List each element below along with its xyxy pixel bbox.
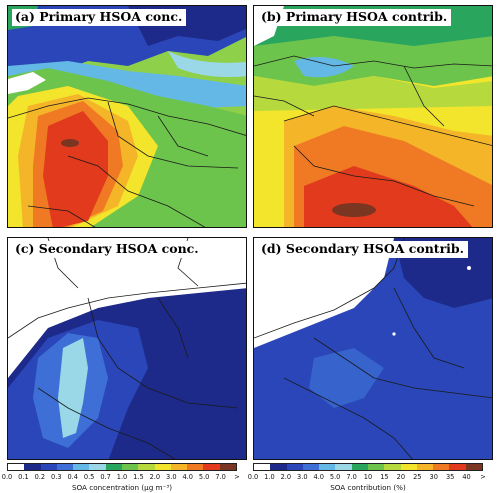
colorbar-contribution-swatch: [416, 464, 434, 470]
colorbar-concentration-tick-label: 0.7: [100, 473, 111, 481]
colorbar-contribution-swatch: [465, 464, 482, 470]
colorbar-contribution-tick-label: 35: [445, 473, 455, 481]
colorbar-concentration-tick-label: 0.5: [83, 473, 95, 481]
colorbar-concentration-swatch: [121, 464, 139, 470]
colorbar-contribution-swatch: [367, 464, 385, 470]
colorbar-concentration-strip: [7, 463, 237, 471]
colorbar-contribution-tick-label: 0.0: [247, 473, 259, 481]
colorbar-concentration-tick-label: 5.0: [198, 473, 210, 481]
map-a: [8, 6, 246, 227]
colorbar-contribution-strip: [253, 463, 483, 471]
colorbar-contribution-swatch: [254, 464, 271, 470]
colorbar-concentration-swatch: [219, 464, 236, 470]
panel-c: (c) Secondary HSOA conc.: [7, 237, 247, 460]
colorbar-concentration-swatch: [8, 464, 25, 470]
colorbar-concentration-label: SOA concentration (μg m⁻³): [71, 483, 173, 492]
panel-d-title: (d) Secondary HSOA contrib.: [258, 241, 468, 258]
colorbar-contribution-swatch: [400, 464, 417, 470]
panel-a-title: (a) Primary HSOA conc.: [12, 9, 187, 26]
colorbar-contribution-swatch: [286, 464, 303, 470]
colorbar-contribution-tick-label: 40: [462, 473, 471, 481]
colorbar-contribution-swatch: [433, 464, 450, 470]
colorbar-concentration-swatch: [138, 464, 155, 470]
colorbar-concentration: 0.0 0.1 0.2 0.3 0.4 0.5 0.7 1.0 1.5 2.0 3.0 4.0 5.0 7…: [2, 463, 247, 493]
colorbar-contribution-swatch: [449, 464, 466, 470]
colorbar-contribution-tick-label: 7.0: [346, 473, 357, 481]
colorbar-contribution-tick-label: 1.0: [264, 473, 275, 481]
colorbar-contribution: 0.0 1.0 2.0 3.0 4.0 5.0 7.0 10 15 20 25 30 35 40 > SOA…: [248, 463, 493, 493]
colorbar-contribution-swatch: [302, 464, 320, 470]
colorbar-concentration-swatch: [40, 464, 57, 470]
colorbar-concentration-swatch: [170, 464, 188, 470]
colorbar-concentration-swatch: [56, 464, 74, 470]
colorbar-concentration-tick-label: 1.0: [116, 473, 128, 481]
colorbar-concentration-swatch: [24, 464, 41, 470]
panel-a: (a) Primary HSOA conc.: [7, 5, 247, 228]
map-b: [254, 6, 492, 227]
colorbar-concentration-tick-label: 0.4: [67, 473, 78, 481]
colorbar-concentration-swatch: [203, 464, 220, 470]
colorbar-contribution-tick-label: >: [480, 473, 486, 481]
colorbar-contribution-swatch: [270, 464, 287, 470]
colorbar-contribution-tick-label: 25: [413, 473, 422, 481]
colorbar-concentration-swatch: [105, 464, 122, 470]
colorbar-concentration-tick-label: 1.5: [133, 473, 144, 481]
colorbar-contribution-label: SOA contribution (%): [330, 483, 406, 492]
colorbar-contribution-tick-label: 5.0: [329, 473, 341, 481]
panel-b: (b) Primary HSOA contrib.: [253, 5, 493, 228]
colorbar-contribution-swatch: [319, 464, 336, 470]
colorbar-concentration-swatch: [187, 464, 204, 470]
colorbar-contribution-swatch: [335, 464, 352, 470]
colorbar-concentration-tick-label: 0.0: [1, 473, 13, 481]
colorbar-contribution-tick-label: 2.0: [280, 473, 292, 481]
map-c: [8, 238, 246, 459]
colorbar-contribution-tick-label: 10: [363, 473, 373, 481]
colorbar-contribution-tick-label: 3.0: [297, 473, 308, 481]
colorbar-concentration-tick-label: 2.0: [149, 473, 161, 481]
colorbar-concentration-tick-label: 0.3: [51, 473, 62, 481]
colorbar-concentration-swatch: [154, 464, 171, 470]
panel-d: (d) Secondary HSOA contrib.: [253, 237, 493, 460]
map-d: [254, 238, 492, 459]
colorbar-concentration-tick-label: 7.0: [215, 473, 226, 481]
colorbar-contribution-tick-label: 15: [380, 473, 389, 481]
colorbar-concentration-swatch: [89, 464, 106, 470]
colorbar-concentration-tick-label: 4.0: [182, 473, 193, 481]
colorbar-concentration-swatch: [73, 464, 90, 470]
panel-c-title: (c) Secondary HSOA conc.: [12, 241, 203, 258]
colorbar-contribution-tick-label: 4.0: [313, 473, 324, 481]
colorbar-contribution-swatch: [351, 464, 368, 470]
colorbar-concentration-tick-label: 0.2: [34, 473, 46, 481]
panel-b-title: (b) Primary HSOA contrib.: [258, 9, 452, 26]
colorbar-contribution-swatch: [384, 464, 401, 470]
colorbar-concentration-tick-label: >: [234, 473, 240, 481]
colorbar-concentration-tick-label: 3.0: [166, 473, 177, 481]
colorbar-concentration-tick-label: 0.1: [18, 473, 29, 481]
colorbar-contribution-tick-label: 30: [429, 473, 438, 481]
colorbar-contribution-tick-label: 20: [396, 473, 406, 481]
